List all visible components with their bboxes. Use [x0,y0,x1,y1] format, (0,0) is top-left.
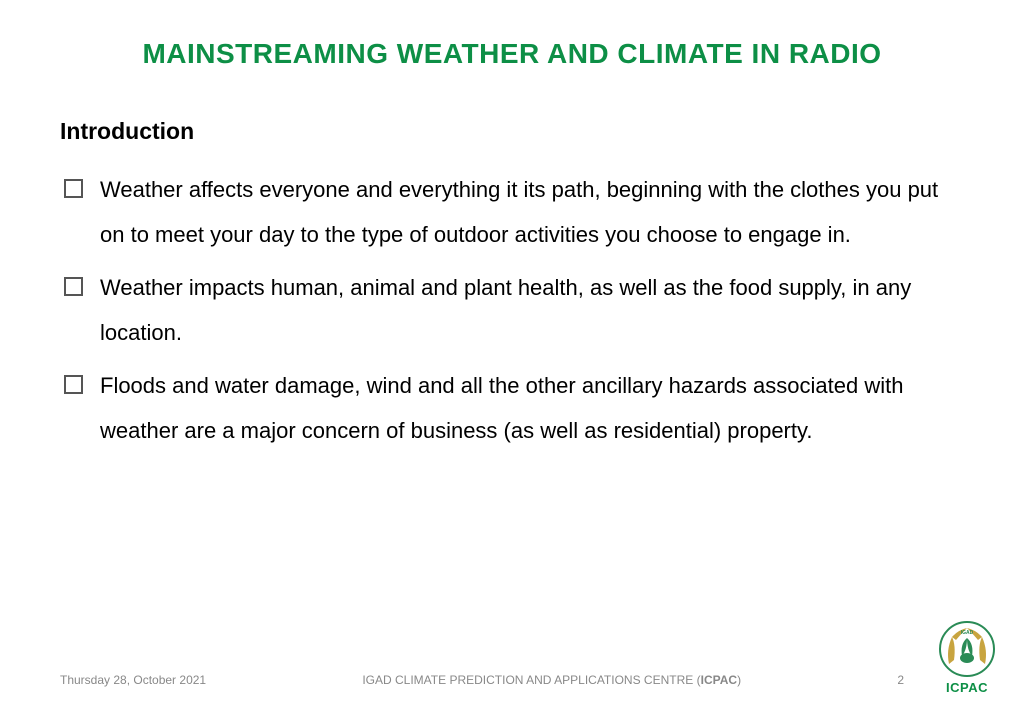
bullet-item: Weather affects everyone and everything … [60,167,964,257]
footer-center-bold: ICPAC [701,673,737,687]
org-logo: IGAD ICPAC [928,620,1006,695]
footer-center-prefix: IGAD CLIMATE PREDICTION AND APPLICATIONS… [362,673,700,687]
logo-top-text: IGAD [961,630,974,636]
footer-center: IGAD CLIMATE PREDICTION AND APPLICATIONS… [206,673,897,687]
footer-center-suffix: ) [737,673,741,687]
slide-title: MAINSTREAMING WEATHER AND CLIMATE IN RAD… [60,38,964,70]
bullet-list: Weather affects everyone and everything … [60,167,964,454]
section-heading: Introduction [60,118,964,145]
slide: MAINSTREAMING WEATHER AND CLIMATE IN RAD… [0,0,1024,709]
footer: Thursday 28, October 2021 IGAD CLIMATE P… [60,673,904,687]
logo-label: ICPAC [928,680,1006,695]
bullet-item: Weather impacts human, animal and plant … [60,265,964,355]
footer-date: Thursday 28, October 2021 [60,673,206,687]
footer-page: 2 [897,673,904,687]
bullet-item: Floods and water damage, wind and all th… [60,363,964,453]
logo-seal-icon: IGAD [938,620,996,678]
